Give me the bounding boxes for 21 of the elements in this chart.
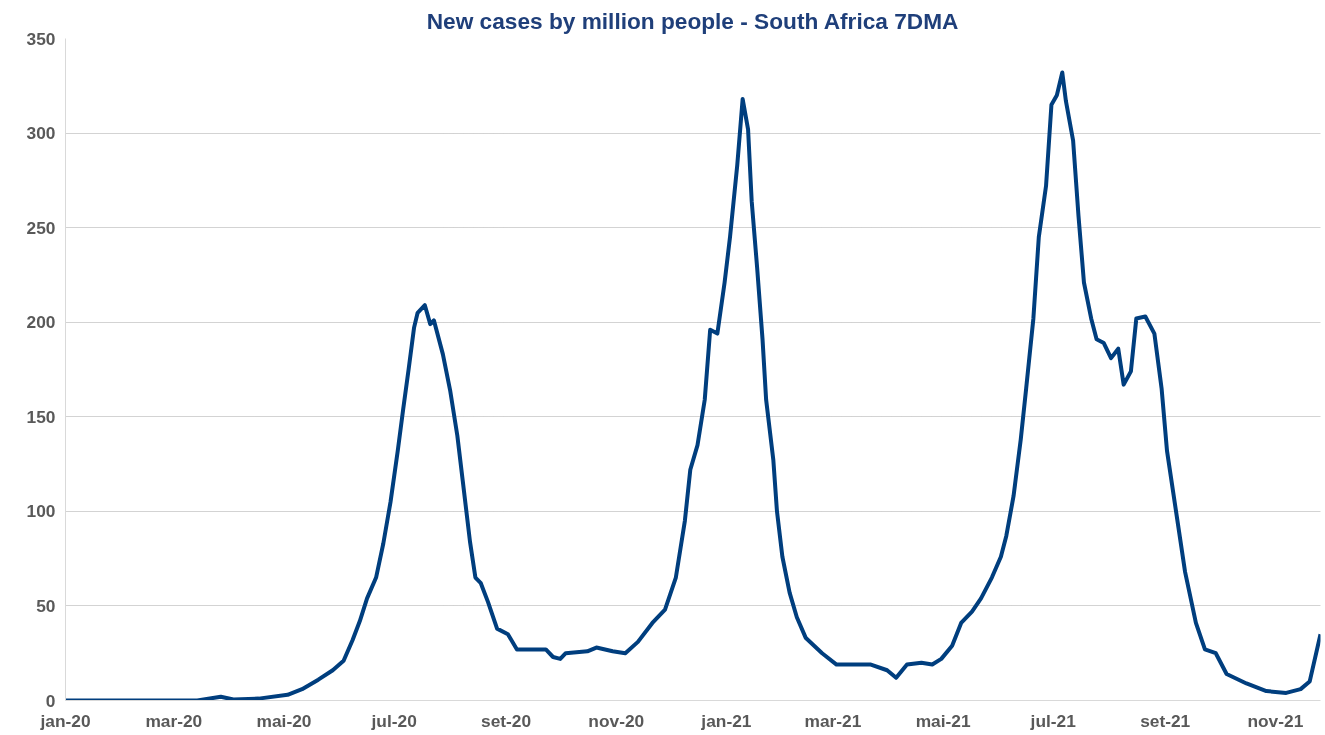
x-tick-label: nov-21 bbox=[1247, 710, 1304, 731]
x-tick-label: nov-20 bbox=[588, 710, 645, 731]
chart-title: New cases by million people - South Africa 7DMA bbox=[426, 7, 959, 34]
x-tick-label: jul-21 bbox=[1029, 710, 1077, 731]
x-tick-label: set-21 bbox=[1140, 710, 1191, 731]
y-tick-label: 350 bbox=[26, 28, 56, 49]
x-tick-label: mai-20 bbox=[256, 710, 312, 731]
x-tick-label: mar-20 bbox=[145, 710, 203, 731]
y-tick-label: 200 bbox=[26, 312, 56, 333]
x-tick-label: jan-21 bbox=[700, 710, 752, 731]
y-tick-label: 250 bbox=[26, 217, 56, 238]
y-tick-label: 50 bbox=[36, 595, 56, 616]
y-tick-label: 300 bbox=[26, 123, 56, 144]
x-tick-label: jul-20 bbox=[370, 710, 417, 731]
x-tick-label: set-20 bbox=[481, 710, 532, 731]
x-tick-label: mar-21 bbox=[804, 710, 862, 731]
x-tick-label: mai-21 bbox=[915, 710, 971, 731]
y-tick-label: 150 bbox=[26, 406, 56, 427]
x-tick-label: jan-20 bbox=[39, 710, 91, 731]
y-tick-label: 100 bbox=[26, 501, 56, 522]
y-tick-label: 0 bbox=[45, 690, 56, 711]
